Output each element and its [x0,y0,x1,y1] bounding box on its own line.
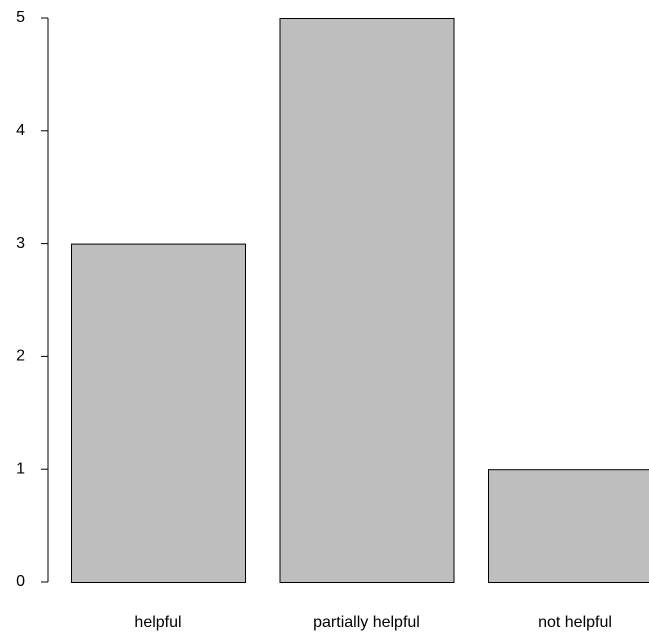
x-tick-label: helpful [134,614,181,631]
y-axis: 0 1 2 3 4 5 [16,9,49,590]
y-tick-label: 2 [16,348,25,365]
y-tick-label: 4 [16,122,25,139]
y-tick-label: 1 [16,460,25,477]
x-tick-label: partially helpful [313,614,420,631]
bar-not-helpful [488,469,649,584]
bar-helpful [71,243,246,583]
bar-partially-helpful [279,18,455,583]
y-tick-label: 5 [16,9,25,26]
y-tick-label: 0 [16,573,25,590]
x-axis-labels: helpful partially helpful not helpful [134,614,612,631]
bars [71,18,649,584]
y-tick-label: 3 [16,235,25,252]
x-tick-label: not helpful [538,614,612,631]
